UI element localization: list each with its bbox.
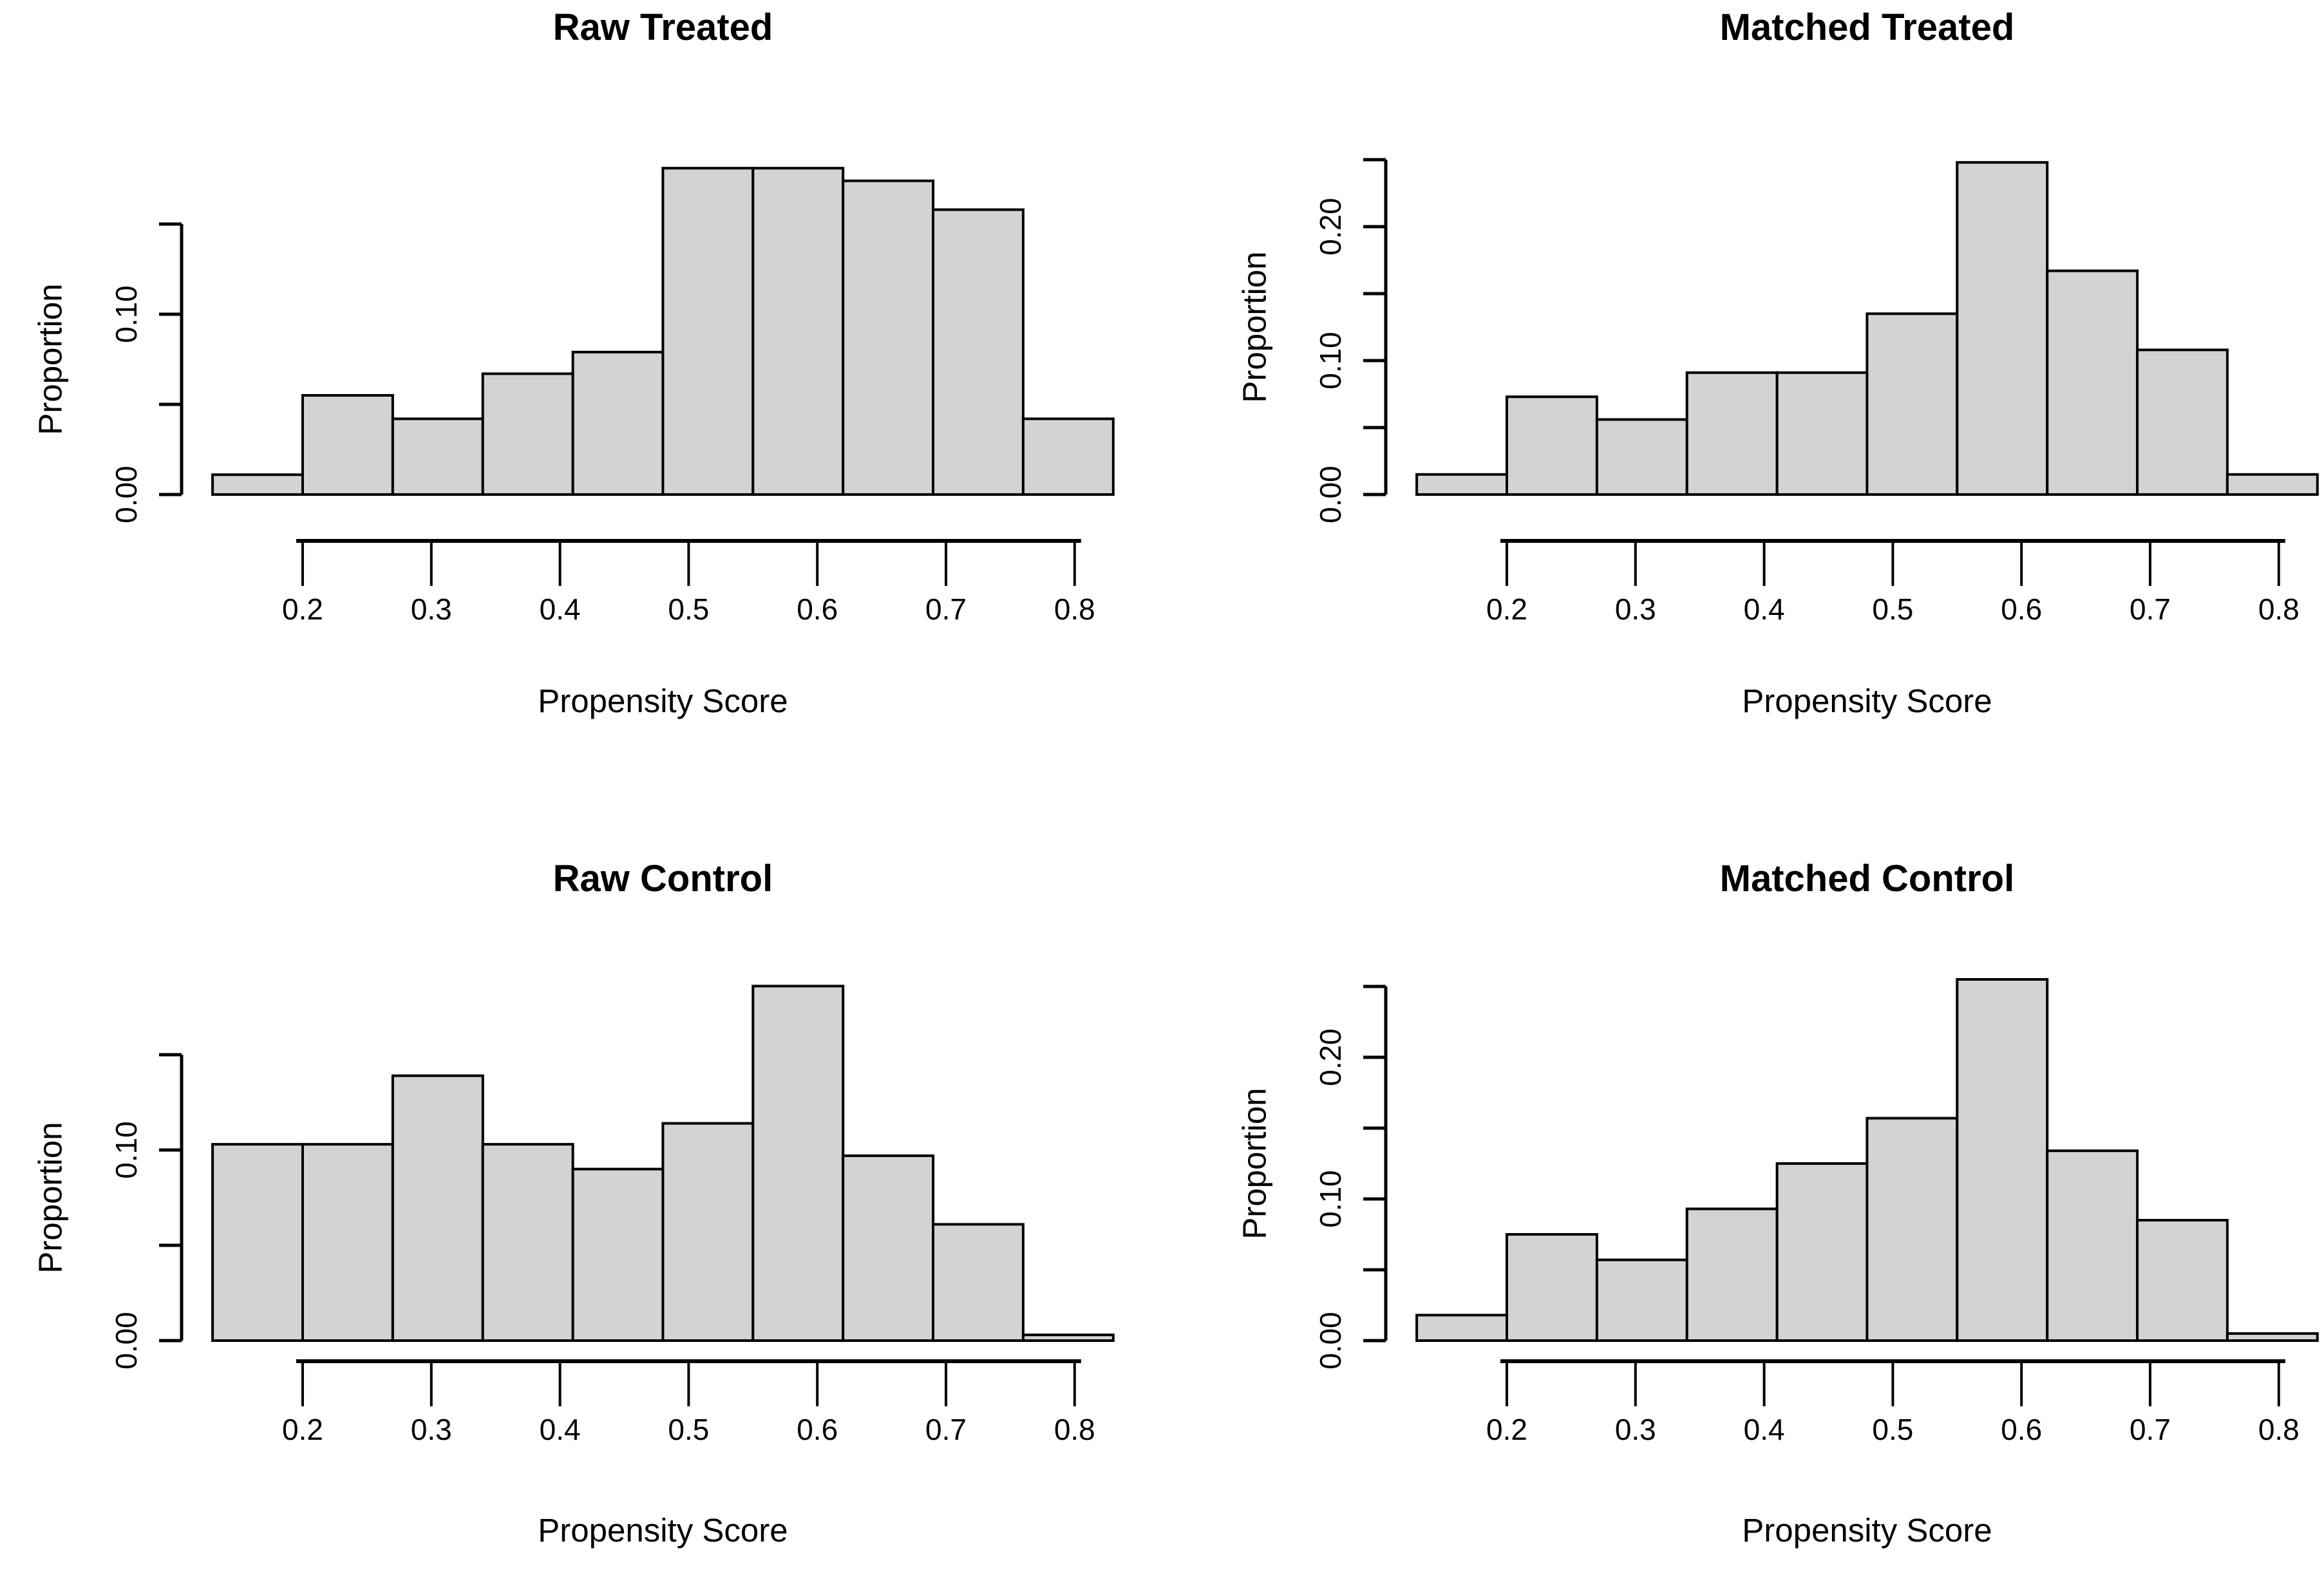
y-axis-label: Proportion [32,283,68,435]
histogram-bar [2046,269,2139,496]
x-tick-label: 0.8 [1054,592,1095,626]
histogram-panel: 0.00 0.10 0.20 Proportion 0.2 0.3 0.4 0.5 0.6 0.7… [1236,6,2319,719]
histogram-bar [1775,1162,1869,1342]
x-tick-label: 0.2 [1486,1413,1527,1446]
y-tick-label: 0.00 [109,1312,143,1370]
histogram-bar [211,473,304,496]
x-tick-label: 0.3 [411,592,452,626]
y-axis-label: Proportion [1236,251,1272,402]
histogram-bar [571,1167,665,1342]
x-tick-label: 0.6 [797,592,838,626]
histogram-bar [661,1122,755,1342]
histogram-bar [1775,371,1869,496]
histogram-bar [1415,473,1509,496]
histogram-bar [1506,395,1598,496]
x-tick-label: 0.5 [668,592,709,626]
histogram-bar [301,394,394,496]
histogram-bar [1866,312,1959,496]
histogram-bar [842,179,935,496]
x-axis-label: Propensity Score [1742,1512,1992,1549]
x-tick-label: 0.8 [2258,1413,2300,1446]
y-tick-label: 0.10 [109,1121,143,1179]
x-tick-label: 0.2 [1486,592,1527,626]
histogram-bar [751,985,845,1342]
histogram-bar [1956,161,2049,496]
histogram-bar [2225,1332,2319,1342]
histogram-bar [1415,1314,1509,1343]
histogram-bar [932,1223,1025,1343]
y-tick-label: 0.00 [1314,1312,1347,1370]
x-axis-label: Propensity Score [1742,683,1992,719]
x-tick-label: 0.5 [668,1413,709,1446]
panel-title: Raw Control [553,858,773,900]
x-tick-label: 0.4 [540,592,581,626]
histogram-panel: 0.00 0.10 0.20 Proportion 0.2 0.3 0.4 0.5 0.6 0.7… [1236,858,2319,1549]
x-tick-label: 0.7 [2130,592,2171,626]
histogram-bar [1685,1207,1779,1343]
histogram-bar [1021,1334,1115,1343]
histogram-panel: 0.00 0.10 Proportion 0.2 0.3 0.4 0.5 0.6 0.7 0.8 P… [32,6,1115,719]
histogram-bar [842,1154,935,1343]
histogram-bar [2225,473,2319,496]
x-tick-label: 0.2 [282,1413,323,1446]
x-tick-label: 0.8 [1054,1413,1095,1446]
x-tick-label: 0.2 [282,592,323,626]
x-tick-label: 0.6 [2001,592,2042,626]
histogram-bar [301,1143,394,1342]
histogram-bar [1956,978,2049,1342]
panel-title: Matched Treated [1720,6,2015,48]
histogram-bar [1685,371,1779,496]
histogram-bar [1021,417,1115,496]
y-tick-label: 0.00 [109,466,143,523]
x-axis-label: Propensity Score [538,683,788,719]
y-tick-label: 0.10 [1314,332,1347,390]
histogram-bar [391,1074,484,1342]
histogram-bar [932,208,1025,496]
x-tick-label: 0.7 [2130,1413,2171,1446]
histogram-bar [481,372,574,496]
x-tick-label: 0.5 [1872,1413,1913,1446]
x-tick-label: 0.4 [1744,592,1785,626]
y-tick-label: 0.10 [109,285,143,343]
histogram-bar [1595,1258,1688,1342]
histogram-bar [751,167,845,496]
x-tick-label: 0.3 [1615,1413,1656,1446]
histogram-bar [481,1143,574,1342]
x-axis-label: Propensity Score [538,1512,788,1549]
y-axis-label: Proportion [32,1122,68,1273]
y-tick-label: 0.10 [1314,1170,1347,1228]
y-tick-label: 0.20 [1314,198,1347,256]
x-tick-label: 0.6 [797,1413,838,1446]
x-tick-label: 0.4 [540,1413,581,1446]
x-tick-label: 0.8 [2258,592,2300,626]
histogram-bar [2046,1149,2139,1342]
x-tick-label: 0.4 [1744,1413,1785,1446]
histogram-bar [2136,348,2229,496]
x-tick-label: 0.7 [925,592,967,626]
y-tick-label: 0.20 [1314,1028,1347,1086]
x-tick-label: 0.6 [2001,1413,2042,1446]
x-tick-label: 0.3 [411,1413,452,1446]
histogram-bar [2136,1219,2229,1342]
y-tick-label: 0.00 [1314,466,1347,523]
y-axis-label: Proportion [1236,1088,1272,1239]
histogram-bar [661,167,755,496]
x-tick-label: 0.7 [925,1413,967,1446]
histogram-bar [391,417,484,496]
histogram-bar [1506,1233,1598,1342]
panel-title: Matched Control [1720,858,2015,900]
histogram-panel: 0.00 0.10 Proportion 0.2 0.3 0.4 0.5 0.6 0.7 0.8 P… [32,858,1115,1549]
histogram-bar [211,1143,304,1342]
panel-title: Raw Treated [553,6,773,48]
histogram-bar [1866,1117,1959,1342]
histogram-bar [571,350,665,496]
x-tick-label: 0.3 [1615,592,1656,626]
histogram-bar [1595,418,1688,496]
x-tick-label: 0.5 [1872,592,1913,626]
